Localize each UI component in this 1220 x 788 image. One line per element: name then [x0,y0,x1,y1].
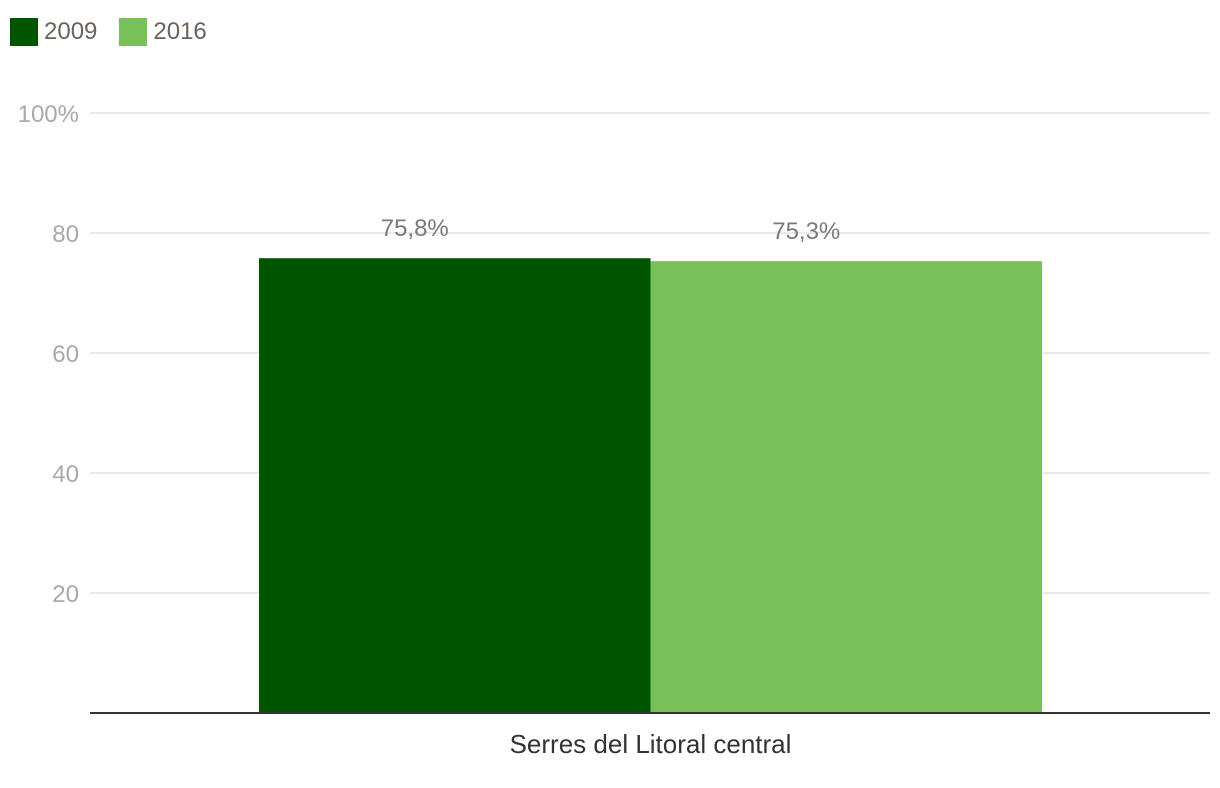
legend-swatch-2016 [119,18,148,46]
chart-legend: 2009 2016 [10,18,229,46]
y-tick-label-100: 100% [18,101,79,128]
y-tick-label-60: 60 [52,341,79,368]
y-tick-label-40: 40 [52,461,79,488]
data-label-2016: 75,3% [772,218,840,245]
legend-item-2009: 2009 [10,18,97,46]
legend-item-2016: 2016 [119,18,207,46]
x-category-label: Serres del Litoral central [510,729,792,759]
bar-2016 [650,261,1042,713]
legend-label-2009: 2009 [44,18,98,45]
y-tick-label-20: 20 [52,581,79,608]
legend-swatch-2009 [10,18,38,46]
bar-2009 [259,258,651,713]
data-label-2009: 75,8% [381,215,449,242]
y-tick-label-80: 80 [52,221,79,248]
legend-label-2016: 2016 [153,18,207,45]
